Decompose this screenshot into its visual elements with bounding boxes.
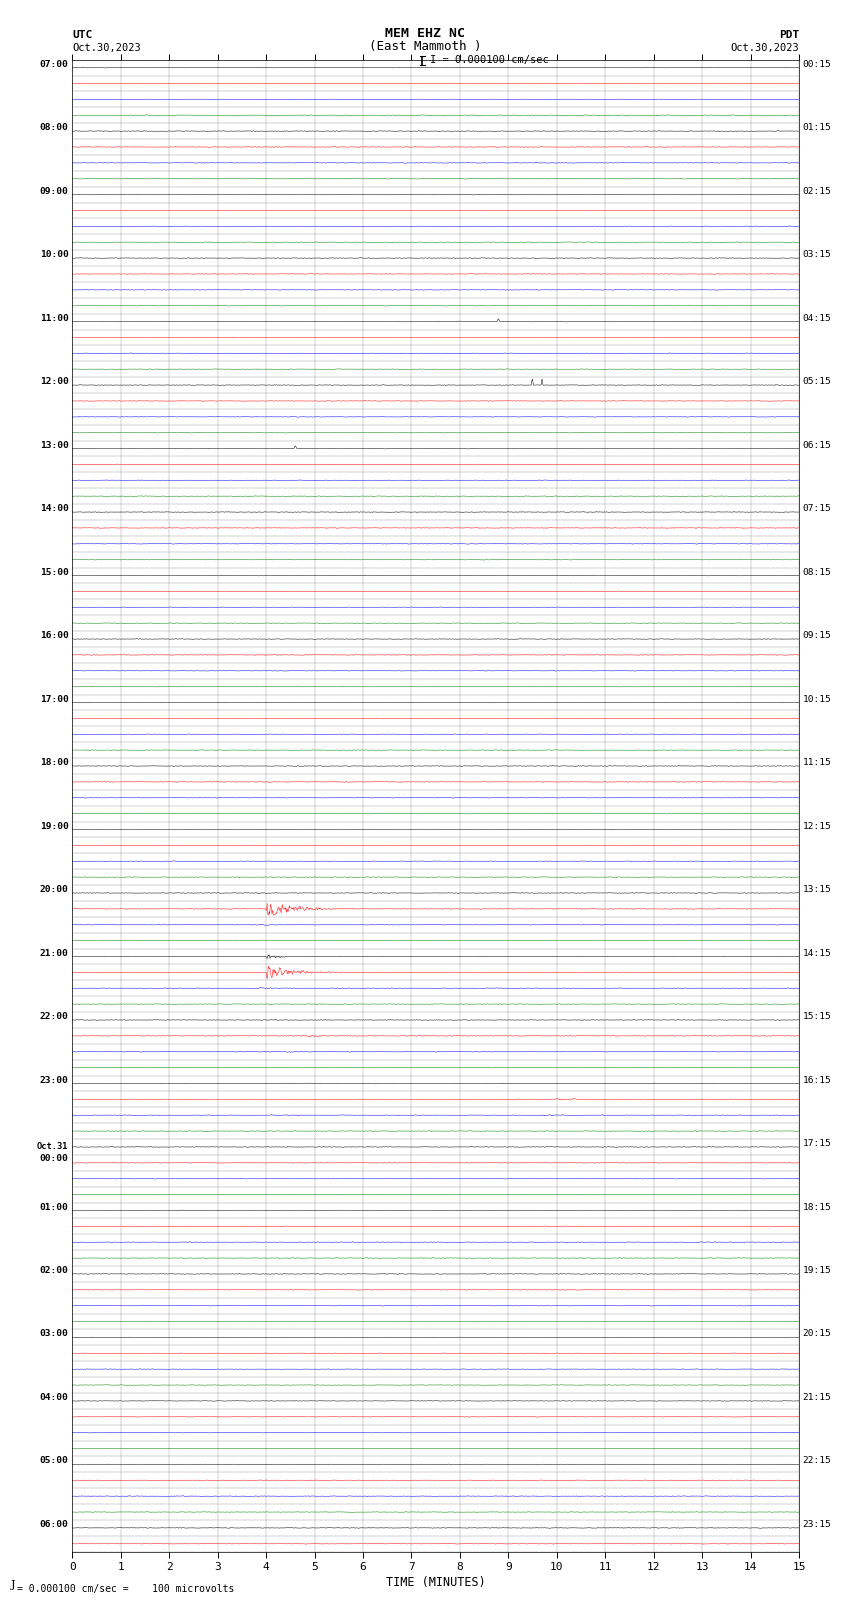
Text: 17:15: 17:15 — [802, 1139, 831, 1148]
X-axis label: TIME (MINUTES): TIME (MINUTES) — [386, 1576, 485, 1589]
Text: 04:15: 04:15 — [802, 313, 831, 323]
Text: 08:00: 08:00 — [40, 123, 69, 132]
Text: 07:00: 07:00 — [40, 60, 69, 69]
Text: 11:00: 11:00 — [40, 313, 69, 323]
Text: 14:00: 14:00 — [40, 505, 69, 513]
Text: 15:00: 15:00 — [40, 568, 69, 576]
Text: 10:00: 10:00 — [40, 250, 69, 260]
Text: Oct.30,2023: Oct.30,2023 — [730, 44, 799, 53]
Text: 22:00: 22:00 — [40, 1011, 69, 1021]
Text: = 0.000100 cm/sec =    100 microvolts: = 0.000100 cm/sec = 100 microvolts — [17, 1584, 235, 1594]
Text: 21:15: 21:15 — [802, 1394, 831, 1402]
Text: I = 0.000100 cm/sec: I = 0.000100 cm/sec — [430, 55, 549, 66]
Text: 23:15: 23:15 — [802, 1519, 831, 1529]
Text: 19:15: 19:15 — [802, 1266, 831, 1274]
Text: MEM EHZ NC: MEM EHZ NC — [385, 27, 465, 40]
Text: 12:15: 12:15 — [802, 821, 831, 831]
Text: 03:15: 03:15 — [802, 250, 831, 260]
Text: 09:00: 09:00 — [40, 187, 69, 195]
Text: 07:15: 07:15 — [802, 505, 831, 513]
Text: 09:15: 09:15 — [802, 631, 831, 640]
Text: 12:00: 12:00 — [40, 377, 69, 386]
Text: 01:00: 01:00 — [40, 1203, 69, 1211]
Text: 02:00: 02:00 — [40, 1266, 69, 1274]
Text: 22:15: 22:15 — [802, 1457, 831, 1466]
Text: 15:15: 15:15 — [802, 1011, 831, 1021]
Text: 11:15: 11:15 — [802, 758, 831, 768]
Text: PDT: PDT — [779, 31, 799, 40]
Text: 20:15: 20:15 — [802, 1329, 831, 1339]
Text: 00:15: 00:15 — [802, 60, 831, 69]
Text: 05:15: 05:15 — [802, 377, 831, 386]
Text: 08:15: 08:15 — [802, 568, 831, 576]
Text: 02:15: 02:15 — [802, 187, 831, 195]
Text: 13:15: 13:15 — [802, 886, 831, 894]
Text: Oct.31: Oct.31 — [37, 1142, 69, 1152]
Text: 01:15: 01:15 — [802, 123, 831, 132]
Text: 20:00: 20:00 — [40, 886, 69, 894]
Text: 17:00: 17:00 — [40, 695, 69, 703]
Text: 10:15: 10:15 — [802, 695, 831, 703]
Text: 03:00: 03:00 — [40, 1329, 69, 1339]
Text: UTC: UTC — [72, 31, 93, 40]
Text: 04:00: 04:00 — [40, 1394, 69, 1402]
Text: 23:00: 23:00 — [40, 1076, 69, 1084]
Text: 19:00: 19:00 — [40, 821, 69, 831]
Text: (East Mammoth ): (East Mammoth ) — [369, 40, 481, 53]
Text: 16:15: 16:15 — [802, 1076, 831, 1084]
Text: 18:00: 18:00 — [40, 758, 69, 768]
Text: 05:00: 05:00 — [40, 1457, 69, 1466]
Text: 06:15: 06:15 — [802, 440, 831, 450]
Text: Oct.30,2023: Oct.30,2023 — [72, 44, 141, 53]
Text: 06:00: 06:00 — [40, 1519, 69, 1529]
Text: 14:15: 14:15 — [802, 948, 831, 958]
Text: 00:00: 00:00 — [40, 1153, 69, 1163]
Text: 13:00: 13:00 — [40, 440, 69, 450]
Text: 16:00: 16:00 — [40, 631, 69, 640]
Text: J: J — [11, 1581, 15, 1590]
Text: 18:15: 18:15 — [802, 1203, 831, 1211]
Text: 21:00: 21:00 — [40, 948, 69, 958]
